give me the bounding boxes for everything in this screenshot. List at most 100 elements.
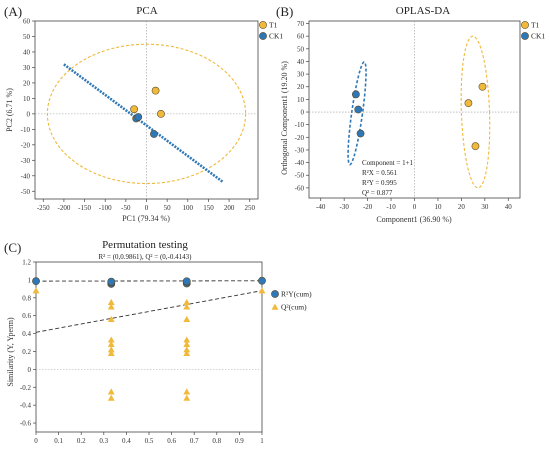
panel-a-point-t1 (151, 86, 160, 95)
C-y-tick-label: -0.6 (20, 420, 32, 428)
A-y-tick-label: -40 (21, 172, 31, 180)
C-x-tick-label: 0.5 (145, 437, 154, 445)
panel-a-point-ck1 (150, 130, 158, 138)
C-y-tick-label: 0.6 (22, 312, 31, 320)
panel-c-legend-q2-marker (271, 303, 279, 310)
panel-c-letter: (C) (4, 240, 21, 255)
B-y-tick-label: -50 (295, 172, 305, 180)
panel-b-ellipse-ck1 (347, 61, 367, 166)
panel-a-point-t1 (157, 109, 165, 118)
panel-b-point-t1 (478, 82, 487, 91)
panel-b-letter: (B) (276, 4, 293, 19)
B-y-tick-label: -20 (295, 134, 305, 142)
panel-b-point-ck1 (356, 129, 365, 138)
C-x-tick-label: 0.3 (99, 437, 108, 445)
panel-c-regression-line (35, 290, 263, 333)
panel-a-legend-t1-label: T1 (269, 21, 278, 30)
B-y-tick-label: -10 (295, 121, 305, 129)
panel-c-permutation: (C) Permutation testing R² = (0,0.9861),… (4, 239, 312, 445)
A-y-tick-label: 60 (23, 18, 31, 26)
C-y-tick-label: 1 (28, 276, 32, 284)
panel-c-legend: R²Y(cum) Q²(cum) (271, 290, 312, 312)
panel-c-point-q2 (107, 298, 115, 305)
panel-a-loading-line (63, 63, 224, 184)
B-y-tick-label: -40 (295, 159, 305, 167)
panel-b-legend-ck1-label: CK1 (531, 32, 545, 41)
panel-c-frame (35, 261, 263, 433)
A-x-tick-label: -200 (57, 204, 70, 212)
panel-b-point-ck1 (354, 105, 363, 114)
A-y-tick-label: 20 (23, 79, 31, 87)
panel-a-legend-ck1-label: CK1 (269, 32, 283, 41)
panel-c-legend-r2y-label: R²Y(cum) (281, 290, 312, 299)
A-x-tick-label: 200 (224, 204, 235, 212)
C-y-tick-label: 0.2 (22, 348, 31, 356)
panel-c-y-axis-label: Similarity (Y, Yperm) (6, 317, 15, 387)
panel-c-point-q2 (183, 394, 191, 401)
panel-a-y-axis-label: PC2 (6.71 %) (5, 88, 14, 132)
B-x-tick-label: -20 (363, 203, 373, 211)
panel-c-point-q2 (107, 303, 115, 310)
A-y-tick-label: 10 (23, 95, 31, 103)
panel-c-point-q2 (183, 340, 191, 348)
B-x-tick-label: -40 (316, 203, 326, 211)
panel-a-confidence-ellipse (46, 43, 247, 185)
panel-b-legend-ck1-marker (521, 32, 529, 40)
panel-b-annotation-components: Component = 1+1 (362, 159, 414, 167)
C-x-tick-label: 0.8 (212, 437, 221, 445)
C-x-tick-label: 0.2 (77, 437, 86, 445)
panel-b-point-t1 (464, 99, 473, 108)
A-y-tick-label: -20 (21, 141, 31, 149)
A-y-tick-label: -50 (21, 188, 31, 196)
panel-a-x-axis-label: PC1 (79.34 %) (122, 214, 170, 223)
panel-b-point-ck1 (351, 90, 360, 99)
panel-b-title: OPLAS-DA (396, 5, 450, 17)
panel-c-legend-r2y-marker (271, 290, 279, 298)
B-x-tick-label: 20 (458, 203, 466, 211)
A-x-tick-label: 250 (244, 204, 255, 212)
panel-c-subtitle: R² = (0,0.9861), Q² = (0,-0.4143) (99, 253, 193, 261)
panel-a-legend-ck1-marker (259, 32, 267, 40)
panel-c-point-q2 (183, 346, 191, 353)
panel-c-point-q2 (183, 315, 191, 322)
panel-c-point-q2 (107, 346, 115, 353)
A-y-tick-label: 40 (23, 48, 31, 56)
panel-b-legend-t1-marker (521, 21, 529, 29)
C-x-tick-label: 0.7 (190, 437, 199, 445)
C-y-tick-label: -0.2 (20, 384, 32, 392)
A-x-tick-label: 50 (164, 204, 172, 212)
panel-c-point-q2 (258, 287, 266, 294)
panel-c-point-q2 (183, 303, 191, 310)
panel-b-oplsda: (B) OPLAS-DA -40 -30 -20 -10 0 10 20 30 40 -60 -50… (276, 4, 545, 224)
C-x-tick-label: 0.9 (235, 437, 244, 445)
B-x-tick-label: 40 (505, 203, 513, 211)
panel-c-point-r2y (182, 277, 191, 286)
panel-c-point-r2y (258, 276, 266, 285)
A-y-tick-label: -30 (21, 157, 31, 165)
A-x-tick-label: 150 (203, 204, 214, 212)
A-x-tick-label: -100 (99, 204, 112, 212)
B-y-tick-label: 20 (297, 83, 305, 91)
B-x-tick-label: -10 (386, 203, 396, 211)
C-y-tick-label: 1.2 (22, 259, 31, 267)
panel-c-point-q2 (107, 340, 115, 348)
C-x-tick-label: 0.1 (54, 437, 63, 445)
B-x-tick-label: 30 (481, 203, 489, 211)
panel-c-point-q2 (183, 388, 191, 395)
panel-b-y-axis-label: Orthogonal Component1 (19.20 %) (280, 61, 289, 175)
C-y-tick-label: -0.4 (20, 402, 32, 410)
panel-c-point-r2y (107, 277, 116, 286)
panel-c-title: Permutation testing (102, 239, 188, 251)
B-y-tick-label: -30 (295, 146, 305, 154)
B-y-tick-label: -60 (295, 184, 305, 192)
panel-a-point-t1 (130, 105, 139, 114)
C-x-tick-label: 0 (34, 437, 38, 445)
panel-a-pca: (A) PCA -250 -200 -150 -100 -50 0 50 100 150 200 2… (4, 4, 283, 223)
panel-b-point-t1 (471, 142, 480, 151)
A-y-tick-label: 50 (23, 33, 31, 41)
panel-c-point-q2 (107, 349, 115, 356)
panel-c-point-r2y (32, 277, 40, 286)
